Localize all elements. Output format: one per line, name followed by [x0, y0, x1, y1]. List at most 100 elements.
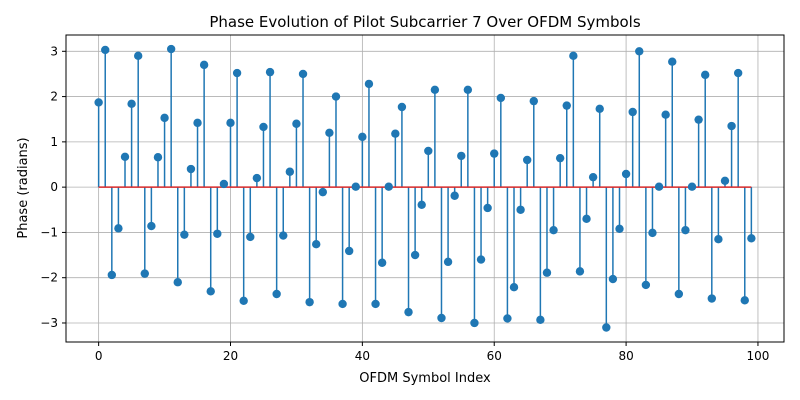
stem-marker	[529, 96, 538, 106]
stem-marker	[648, 228, 657, 238]
stem-marker	[397, 102, 407, 112]
stem-marker	[404, 307, 413, 317]
stem-marker	[490, 149, 499, 158]
stem-marker	[193, 118, 202, 128]
chart-title: Phase Evolution of Pilot Subcarrier 7 Ov…	[209, 13, 640, 31]
stem-marker	[133, 51, 143, 61]
stems	[97, 49, 753, 328]
stem-marker	[371, 299, 380, 309]
stem-marker	[437, 313, 446, 323]
stem-marker	[331, 92, 341, 101]
stem-marker	[206, 287, 215, 296]
stem-marker	[384, 182, 393, 191]
stem-marker	[246, 232, 255, 242]
stem-marker	[522, 155, 532, 165]
stem-marker	[252, 173, 262, 183]
stem-marker	[457, 151, 466, 161]
stem-marker	[654, 182, 664, 191]
stem-marker	[628, 107, 637, 117]
stem-marker	[575, 267, 585, 276]
stem-marker	[549, 225, 558, 235]
stem-marker	[101, 45, 110, 55]
stem-marker	[430, 85, 440, 94]
y-axis-ticks: −3 −2 −1 0 1 2 3	[40, 44, 66, 330]
stem-marker	[292, 119, 301, 128]
plot-area-frame	[65, 34, 785, 343]
stem-marker	[140, 269, 149, 278]
stem-marker	[377, 258, 387, 267]
stem-marker	[463, 85, 473, 94]
x-axis-ticks: 0 20 40 60 80 100	[95, 342, 769, 363]
stem-marker	[542, 268, 552, 277]
stem-marker	[424, 146, 433, 156]
stem-marker	[166, 44, 176, 54]
stem-marker	[120, 152, 130, 162]
stem-marker	[740, 296, 749, 305]
stem-marker	[582, 214, 591, 224]
stem-marker	[232, 68, 242, 78]
stem-marker	[107, 270, 117, 280]
stem-marker	[470, 318, 479, 328]
stem-marker	[701, 70, 710, 80]
stem-marker	[358, 132, 367, 142]
stem-marker	[674, 289, 684, 299]
y-axis-label: Phase (radians)	[16, 137, 31, 238]
stem-marker	[635, 47, 644, 56]
stem-marker	[213, 229, 222, 238]
stem-marker	[621, 169, 631, 179]
y-tick-label: 2	[50, 90, 58, 104]
markers	[94, 44, 756, 332]
stem-marker	[279, 231, 288, 240]
stem-marker	[496, 93, 506, 103]
stem-marker	[681, 225, 690, 235]
stem-marker	[173, 278, 182, 287]
stem-marker	[707, 294, 717, 303]
stem-marker	[747, 234, 756, 243]
stem-marker	[325, 128, 334, 138]
stem-marker	[219, 179, 229, 189]
x-tick-label: 80	[618, 349, 633, 363]
stem-marker	[417, 200, 426, 210]
stem-marker	[305, 297, 314, 307]
stem-marker	[114, 224, 123, 233]
y-tick-label: −3	[40, 316, 58, 330]
stem-marker	[727, 121, 736, 131]
stem-marker	[733, 68, 743, 78]
stem-marker	[186, 164, 196, 174]
stem-marker	[285, 167, 295, 176]
stem-marker	[694, 115, 703, 124]
stem-marker	[516, 205, 525, 214]
stem-marker	[298, 69, 308, 79]
stem-marker	[226, 118, 235, 128]
x-tick-label: 60	[487, 349, 502, 363]
stem-marker	[661, 110, 670, 119]
stem-marker	[503, 314, 512, 323]
y-tick-label: 3	[50, 44, 58, 58]
stem-marker	[483, 203, 492, 213]
stem-marker	[312, 239, 321, 249]
stem-marker	[509, 283, 519, 292]
stem-marker	[318, 187, 328, 197]
stem-marker	[569, 51, 578, 61]
stem-marker	[127, 99, 136, 109]
stem-marker	[536, 315, 545, 325]
stem-marker	[147, 221, 156, 231]
stem-marker	[338, 299, 347, 309]
stem-marker	[714, 235, 723, 244]
y-tick-label: 1	[50, 135, 58, 149]
stem-marker	[668, 57, 677, 66]
x-tick-label: 0	[95, 349, 103, 363]
y-tick-label: −1	[40, 225, 58, 239]
stem-marker	[476, 255, 486, 264]
x-axis-label: OFDM Symbol Index	[359, 371, 491, 386]
stem-marker	[199, 60, 209, 70]
stem-marker	[720, 176, 730, 186]
stem-marker	[555, 153, 565, 163]
stem-marker	[351, 182, 360, 191]
stem-marker	[562, 101, 571, 110]
stem-marker	[615, 224, 624, 233]
stem-marker	[595, 104, 604, 114]
stem-marker	[344, 246, 354, 256]
y-tick-label: −2	[40, 271, 58, 285]
stem-marker	[443, 257, 453, 267]
